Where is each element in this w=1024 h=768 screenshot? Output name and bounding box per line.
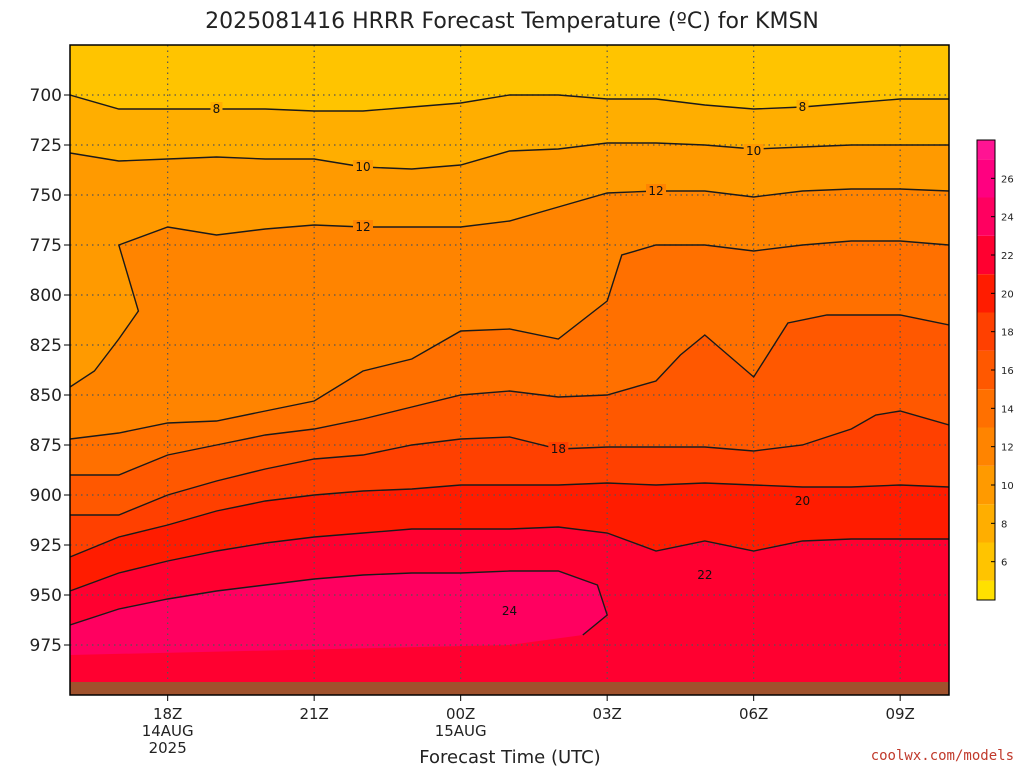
y-tick-750: 750	[30, 186, 62, 206]
colorbar-swatch-3	[977, 465, 995, 505]
x-tick-date-15AUG: 15AUG	[435, 722, 487, 740]
contour-labels: 8 8 10 10 12 12 18 20 22 24	[210, 100, 813, 618]
colorbar-swatch-5	[977, 389, 995, 428]
chart-title: 2025081416 HRRR Forecast Temperature (ºC…	[205, 9, 819, 34]
plot-area: 8 8 10 10 12 12 18 20 22 24	[70, 45, 949, 695]
x-tick-date-14AUG: 14AUG	[142, 722, 194, 740]
colorbar-swatch-11	[977, 159, 995, 198]
contour-label-10: 10	[355, 160, 370, 174]
y-tick-950: 950	[30, 586, 62, 606]
contour-label-12: 12	[355, 220, 370, 234]
contour-label-bg-10	[743, 144, 764, 158]
y-tick-925: 925	[30, 536, 62, 556]
contour-label-20: 20	[795, 494, 810, 508]
colorbar-swatch-8	[977, 274, 995, 313]
colorbar-swatch-10	[977, 197, 995, 236]
colorbar-swatch-12	[977, 140, 995, 160]
contour-label-bg-20	[792, 494, 813, 508]
colorbar-tick-10: 10	[1001, 481, 1014, 492]
x-tick-00Z: 00Z	[446, 705, 475, 723]
y-tick-875: 875	[30, 436, 62, 456]
contour-label-8: 8	[213, 102, 221, 116]
colorbar-tick-12: 12	[1001, 443, 1014, 454]
contour-label-bg-10	[353, 160, 373, 174]
band-above-24	[70, 571, 608, 655]
contour-label-bg-12	[353, 220, 373, 234]
colorbar-swatch-0	[977, 580, 995, 600]
colorbar-tick-24: 24	[1001, 213, 1014, 224]
colorbar-tick-6: 6	[1001, 558, 1007, 569]
colorbar-swatch-1	[977, 542, 995, 581]
x-tick-06Z: 06Z	[739, 705, 768, 723]
x-tick-18Z: 18Z	[153, 705, 182, 723]
contour-22	[70, 526, 949, 592]
contour-label-12: 12	[648, 184, 663, 198]
colorbar-tick-18: 18	[1001, 328, 1014, 339]
contour-24	[70, 570, 609, 636]
credit-text: coolwx.com/models	[871, 748, 1014, 764]
colorbar-swatch-2	[977, 504, 995, 543]
contour-label-22: 22	[697, 568, 712, 582]
y-tick-850: 850	[30, 386, 62, 406]
contour-label-8: 8	[799, 100, 807, 114]
x-axis-label: Forecast Time (UTC)	[419, 747, 600, 768]
colorbar: 6 8 10 12 14 16 18 20 22 24 26	[976, 139, 1014, 601]
y-tick-800: 800	[30, 286, 62, 306]
contour-label-10: 10	[746, 144, 761, 158]
y-tick-700: 700	[30, 86, 62, 106]
y-tick-775: 775	[30, 236, 62, 256]
y-tick-725: 725	[30, 136, 62, 156]
contour-label-bg-8	[210, 102, 223, 116]
y-tick-975: 975	[30, 636, 62, 656]
colorbar-swatch-4	[977, 427, 995, 466]
contour-18	[70, 410, 949, 516]
temperature-bands	[70, 45, 949, 695]
colorbar-tick-16: 16	[1001, 366, 1014, 377]
contour-label-18: 18	[551, 442, 566, 456]
colorbar-tick-20: 20	[1001, 289, 1014, 300]
colorbar-swatch-7	[977, 312, 995, 351]
x-tick-year-2025: 2025	[149, 739, 187, 757]
x-tick-09Z: 09Z	[885, 705, 914, 723]
contour-20	[70, 482, 949, 558]
y-tick-825: 825	[30, 336, 62, 356]
contour-label-bg-12	[646, 184, 666, 198]
x-tick-03Z: 03Z	[592, 705, 621, 723]
contour-16	[70, 314, 949, 476]
contour-14	[70, 240, 949, 440]
contour-label-24: 24	[502, 604, 517, 618]
colorbar-swatch-9	[977, 235, 995, 275]
colorbar-swatch-6	[977, 350, 995, 390]
y-tick-900: 900	[30, 486, 62, 506]
contour-10	[70, 142, 949, 170]
colorbar-tick-22: 22	[1001, 251, 1014, 262]
x-tick-21Z: 21Z	[299, 705, 328, 723]
contour-label-bg-22	[694, 568, 715, 582]
contour-12	[70, 188, 949, 388]
colorbar-tick-26: 26	[1001, 174, 1014, 185]
ground-surface	[70, 682, 949, 695]
colorbar-tick-8: 8	[1001, 519, 1007, 530]
pressure-axis: 700 725 750 775 800 825 850 875 900 925 950 975	[30, 86, 70, 656]
plot-frame	[69, 44, 950, 696]
contour-label-bg-24	[499, 604, 520, 618]
colorbar-tick-14: 14	[1001, 404, 1014, 415]
contour-label-bg-18	[548, 442, 569, 456]
contour-label-bg-8	[796, 100, 809, 114]
